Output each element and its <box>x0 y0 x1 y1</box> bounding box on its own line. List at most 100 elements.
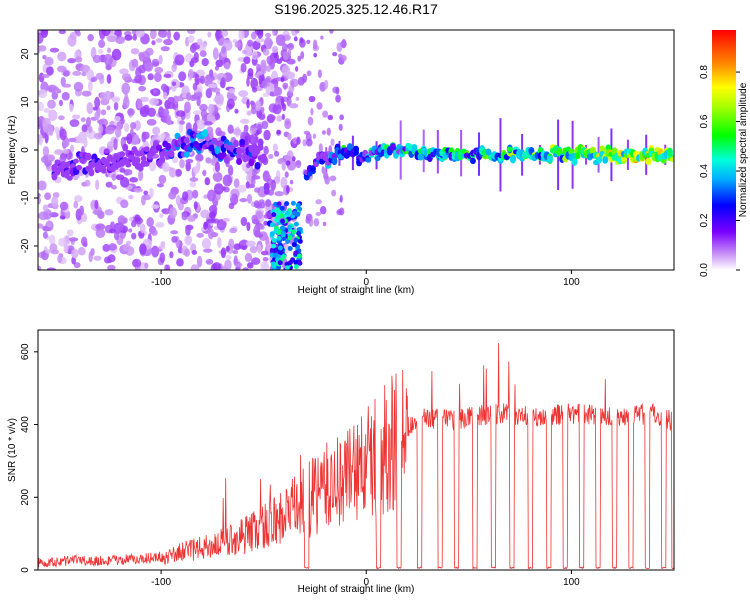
noise-cell <box>319 205 327 215</box>
ridge-cell <box>134 157 141 164</box>
noise-cell <box>119 68 129 75</box>
ridge-cell <box>322 152 329 162</box>
ridge-cell <box>248 158 255 167</box>
noise-cell <box>233 243 241 251</box>
noise-cell <box>329 30 334 34</box>
noise-cell <box>141 195 146 206</box>
noise-cell <box>185 158 194 164</box>
noise-cell <box>87 80 93 92</box>
snr-axes: -100 0 100 0 200 400 600 <box>20 343 580 588</box>
noise-cell <box>123 168 133 176</box>
noise-cell <box>236 262 243 267</box>
noise-cell <box>138 85 146 92</box>
noise-cell <box>169 251 174 259</box>
noise-cell <box>312 133 317 139</box>
noise-cell <box>264 199 272 207</box>
noise-cell <box>67 34 77 47</box>
noise-cell <box>201 237 212 250</box>
ridge-cell <box>291 229 297 235</box>
noise-cell <box>322 110 329 118</box>
spectrogram-xtick-label: 0 <box>363 277 369 288</box>
ridge-cell <box>290 200 296 206</box>
noise-cell <box>75 56 83 63</box>
noise-cell <box>77 131 87 144</box>
spectrogram-ytick-label: 0 <box>20 147 31 153</box>
noise-cell <box>228 238 235 251</box>
noise-cell <box>332 52 338 57</box>
noise-cell <box>167 102 176 109</box>
noise-cell <box>286 185 290 194</box>
noise-cell <box>47 99 56 109</box>
noise-cell <box>207 227 214 240</box>
ridge-cell <box>254 162 261 170</box>
noise-cell <box>266 65 272 72</box>
noise-cell <box>161 208 167 213</box>
noise-cell <box>172 156 179 164</box>
noise-cell <box>95 223 106 231</box>
snr-xlabel: Height of straight line (km) <box>298 584 415 595</box>
noise-cell <box>254 187 261 193</box>
noise-cell <box>171 235 178 243</box>
noise-cell <box>163 73 172 78</box>
ridge-cell <box>263 189 270 195</box>
ridge-cell <box>119 151 126 158</box>
noise-cell <box>193 166 200 175</box>
noise-cell <box>228 164 234 177</box>
noise-cell <box>61 83 72 88</box>
noise-cell <box>271 45 279 54</box>
noise-cell <box>175 110 186 117</box>
snr-ytick-label: 600 <box>20 343 31 360</box>
noise-cell <box>193 201 198 210</box>
ridge-cell <box>276 235 282 241</box>
noise-cell <box>225 254 232 260</box>
noise-cell <box>187 215 196 222</box>
noise-cell <box>146 217 154 228</box>
noise-cell <box>95 228 106 238</box>
noise-cell <box>119 167 126 173</box>
noise-cell <box>108 243 117 251</box>
noise-cell <box>42 54 47 60</box>
noise-cell <box>153 72 162 83</box>
ridge-cell <box>599 145 606 154</box>
noise-cell <box>226 98 235 109</box>
noise-cell <box>80 212 88 223</box>
noise-cell <box>187 30 196 35</box>
noise-cell <box>115 174 125 181</box>
noise-cell <box>209 211 216 219</box>
noise-cell <box>221 46 227 54</box>
ridge-cell <box>284 201 290 207</box>
ridge-cell <box>186 146 193 153</box>
ridge-cell <box>236 157 243 166</box>
noise-cell <box>256 30 260 31</box>
noise-cell <box>58 115 65 121</box>
noise-cell <box>168 167 177 178</box>
noise-cell <box>292 156 296 162</box>
noise-cell <box>246 193 253 204</box>
snr-ytick-label: 400 <box>20 416 31 433</box>
noise-cell <box>160 46 170 52</box>
noise-cell <box>240 119 249 124</box>
noise-cell <box>286 95 292 107</box>
noise-cell <box>77 247 86 256</box>
noise-cell <box>72 70 82 76</box>
noise-cell <box>253 225 261 238</box>
noise-cell <box>243 56 251 65</box>
noise-cell <box>281 161 286 171</box>
noise-cell <box>58 30 66 35</box>
ridge-cell <box>291 241 297 247</box>
noise-cell <box>281 20 285 27</box>
noise-cell <box>132 33 138 41</box>
noise-cell <box>76 30 81 37</box>
noise-cell <box>90 248 95 256</box>
noise-cell <box>38 192 41 198</box>
noise-cell <box>200 109 207 119</box>
noise-cell <box>255 210 264 220</box>
ridge-cell <box>297 238 303 244</box>
ridge-cell <box>546 155 553 163</box>
spectrogram-xtick-label: 100 <box>563 277 580 288</box>
noise-cell <box>251 86 258 93</box>
noise-cell <box>231 193 237 201</box>
noise-cell <box>87 34 94 42</box>
noise-cell <box>59 155 67 163</box>
noise-cell <box>217 237 222 249</box>
